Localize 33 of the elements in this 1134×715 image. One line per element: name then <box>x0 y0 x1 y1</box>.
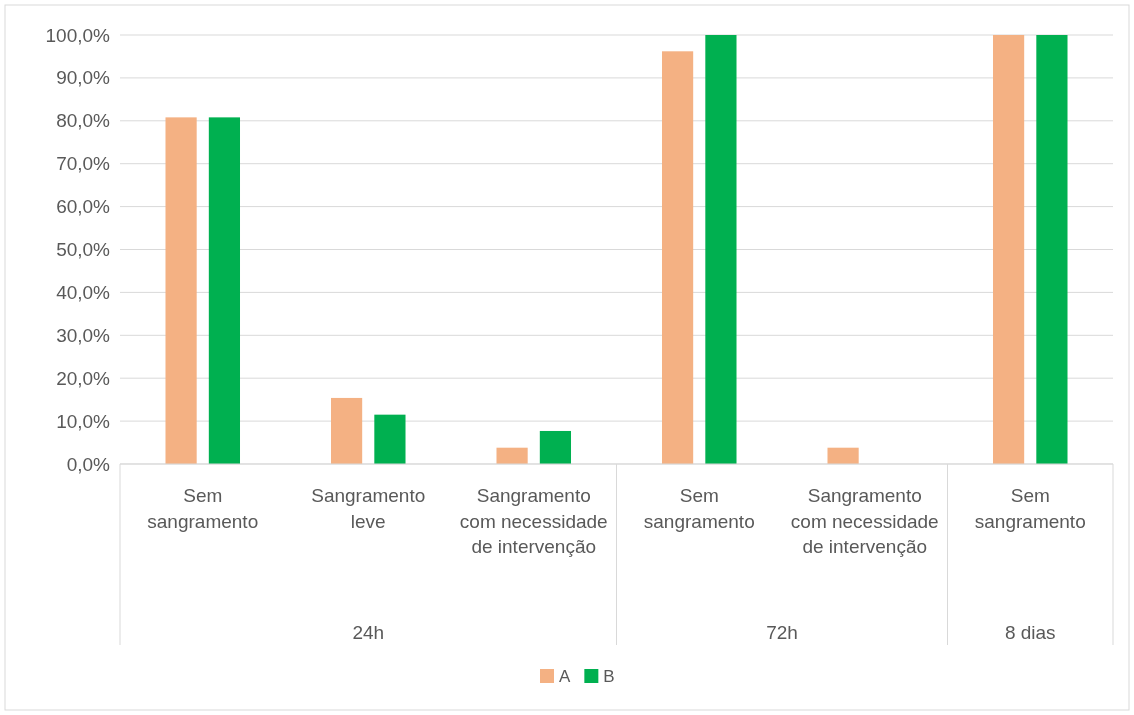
y-tick-label: 0,0% <box>66 453 111 475</box>
text: 8 dias <box>1004 622 1056 643</box>
y-tick-label: 100,0% <box>45 24 111 46</box>
bar <box>1036 35 1068 464</box>
bar <box>539 430 572 464</box>
x-tick-label: Sangramento com necessidade de intervenção <box>790 485 939 558</box>
bar <box>496 447 528 464</box>
x-tick-label: Sem sangramento <box>643 485 755 532</box>
y-tick-label: 30,0% <box>56 324 111 346</box>
x-tick-label: Sem sangramento <box>147 485 259 532</box>
text: 72h <box>766 622 798 643</box>
y-tick-label: 10,0% <box>56 410 111 432</box>
y-tick-label: 50,0% <box>56 239 111 261</box>
y-tick-label: 90,0% <box>56 67 111 89</box>
text: 24h <box>352 622 385 643</box>
bar <box>705 35 737 464</box>
legend-label: B <box>603 667 615 686</box>
bar <box>374 414 406 464</box>
bar <box>992 35 1025 464</box>
y-tick-label: 80,0% <box>56 110 111 132</box>
y-tick-label: 70,0% <box>56 153 111 175</box>
y-tick-label: 20,0% <box>56 367 111 389</box>
legend-label: A <box>559 667 571 686</box>
x-tick-label: Sangramento com necessidade de intervenção <box>459 485 608 558</box>
y-tick-label: 60,0% <box>56 196 111 218</box>
x-tick-label: Sem sangramento <box>974 485 1086 532</box>
y-tick-label: 40,0% <box>56 281 111 303</box>
bar <box>208 117 241 464</box>
x-tick-label: Sangramento leve <box>311 485 426 532</box>
bar <box>827 447 859 464</box>
bar <box>165 117 197 464</box>
bar <box>661 51 694 464</box>
bar <box>330 397 363 464</box>
